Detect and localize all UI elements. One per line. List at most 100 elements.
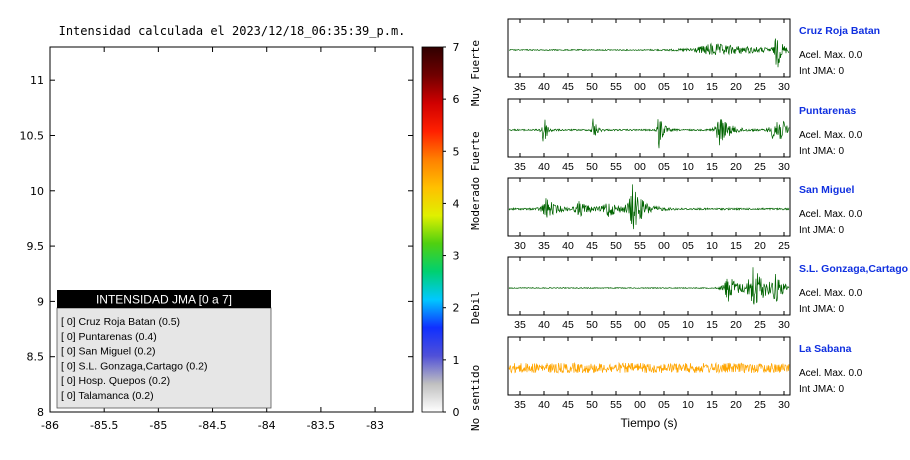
y-tick-label: 9.5 [27,240,45,253]
time-tick-label: 20 [730,399,742,411]
x-tick-label: -86 [41,419,59,432]
x-tick-label: -85 [149,419,167,432]
time-tick-label: 25 [778,240,790,252]
colorbar-tick-label: 7 [453,41,460,54]
time-tick-label: 55 [610,161,622,173]
station-name: Puntarenas [799,105,856,117]
station-jma: Int JMA: 0 [799,225,844,236]
time-tick-label: 30 [778,319,790,331]
colorbar-tick-label: 6 [453,93,460,106]
time-tick-label: 00 [634,399,646,411]
time-tick-label: 05 [682,240,694,252]
legend-entry: [ 0] Talamanca (0.2) [61,390,154,402]
x-tick-label: -84.5 [198,419,226,432]
y-tick-label: 11 [30,74,44,87]
time-tick-label: 35 [514,399,526,411]
time-tick-label: 05 [658,81,670,93]
time-tick-label: 05 [658,399,670,411]
time-tick-label: 40 [538,399,550,411]
time-tick-label: 15 [706,319,718,331]
time-tick-label: 55 [610,399,622,411]
time-tick-label: 30 [778,399,790,411]
legend-header [57,290,271,308]
y-tick-label: 9 [37,295,44,308]
y-tick-label: 10 [30,185,44,198]
waveform-trace [508,267,790,305]
station-accel: Acel. Max. 0.0 [799,288,863,299]
station-name: S.L. Gonzaga,Cartago [799,263,908,275]
colorbar-category-label: Debil [469,291,482,324]
x-tick-label: -84 [258,419,276,432]
waveform-panel [507,256,791,316]
time-tick-label: 25 [754,319,766,331]
time-tick-label: 50 [586,319,598,331]
time-tick-label: 30 [778,81,790,93]
station-jma: Int JMA: 0 [799,304,844,315]
legend-entry: [ 0] Puntarenas (0.4) [61,331,157,343]
time-tick-label: 35 [514,161,526,173]
time-tick-label: 10 [682,319,694,331]
time-tick-label: 00 [634,161,646,173]
time-tick-label: 45 [562,399,574,411]
time-tick-label: 15 [706,399,718,411]
time-tick-label: 25 [754,399,766,411]
legend-title: INTENSIDAD JMA [0 a 7] [96,293,232,307]
time-tick-label: 30 [778,161,790,173]
time-tick-label: 15 [706,81,718,93]
colorbar-tick-label: 5 [453,145,460,158]
time-tick-label: 20 [730,319,742,331]
colorbar-tick-label: 1 [453,354,460,367]
colorbar-tick-label: 3 [453,250,460,263]
station-accel: Acel. Max. 0.0 [799,50,863,61]
colorbar-tick-label: 0 [453,406,460,419]
waveform-trace [508,361,790,374]
station-name: La Sabana [799,343,852,355]
time-tick-label: 10 [682,399,694,411]
x-tick-label: -85.5 [90,419,118,432]
time-tick-label: 45 [562,81,574,93]
time-tick-label: 40 [562,240,574,252]
colorbar-category-label: Moderado [469,177,482,230]
time-tick-label: 05 [658,161,670,173]
time-tick-label: 45 [562,161,574,173]
y-tick-label: 8.5 [27,351,45,364]
time-tick-label: 55 [610,81,622,93]
waveform-xlabel: Tiempo (s) [621,416,678,430]
time-tick-label: 10 [682,81,694,93]
time-tick-label: 15 [706,161,718,173]
time-tick-label: 20 [730,161,742,173]
station-jma: Int JMA: 0 [799,384,844,395]
colorbar-category-label: Muy Fuerte [469,40,482,106]
waveform-trace [508,184,790,230]
legend-panel [56,307,272,409]
time-tick-label: 20 [730,81,742,93]
station-name: San Miguel [799,184,855,196]
time-tick-label: 25 [754,161,766,173]
time-tick-label: 40 [538,81,550,93]
time-tick-label: 00 [634,81,646,93]
time-tick-label: 50 [586,161,598,173]
colorbar-category-label: Fuerte [469,131,482,171]
legend-entry: [ 0] S.L. Gonzaga,Cartago (0.2) [61,360,208,372]
time-tick-label: 35 [538,240,550,252]
x-tick-label: -83.5 [307,419,335,432]
time-tick-label: 55 [610,319,622,331]
colorbar-category-label: No sentido [469,365,482,431]
time-tick-label: 30 [514,240,526,252]
time-tick-label: 50 [610,240,622,252]
y-tick-label: 8 [37,406,44,419]
station-accel: Acel. Max. 0.0 [799,130,863,141]
colorbar-tick-label: 4 [453,197,460,210]
time-tick-label: 00 [634,319,646,331]
colorbar-bar [421,46,444,413]
time-tick-label: 40 [538,161,550,173]
station-accel: Acel. Max. 0.0 [799,209,863,220]
waveform-panel [507,336,791,396]
time-tick-label: 50 [586,81,598,93]
time-tick-label: 10 [706,240,718,252]
time-tick-label: 25 [754,81,766,93]
x-tick-label: -83 [366,419,384,432]
legend-entry: [ 0] Cruz Roja Batan (0.5) [61,316,180,328]
